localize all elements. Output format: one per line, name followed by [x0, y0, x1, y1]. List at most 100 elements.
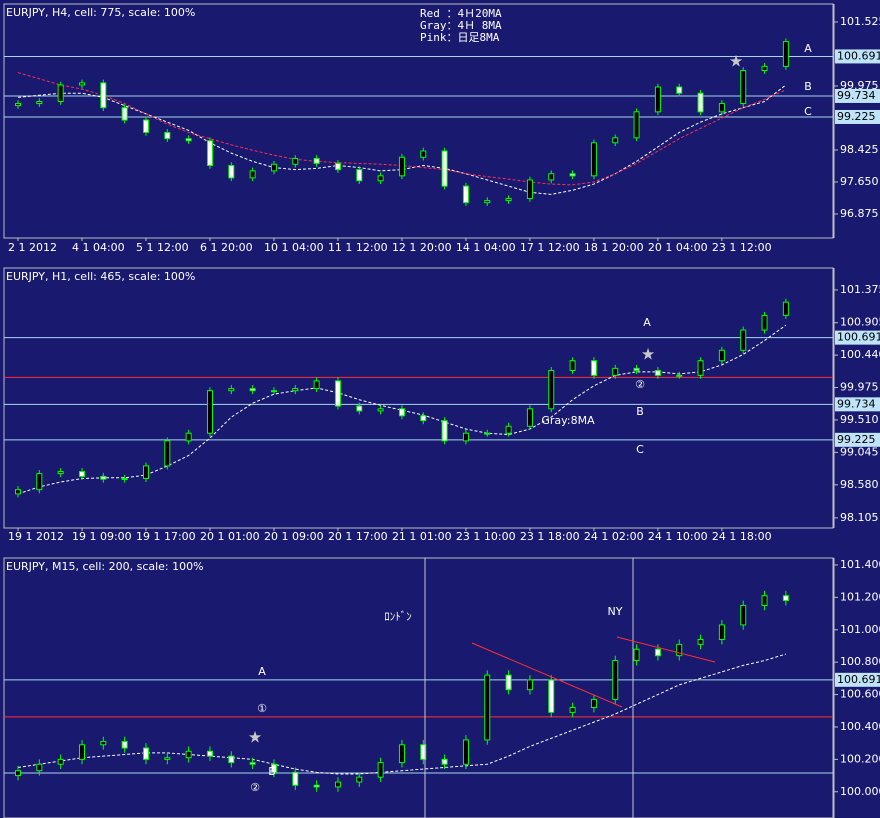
candle-body	[548, 173, 555, 181]
candle-body	[356, 405, 363, 412]
y-tick-label: 96.875	[840, 207, 879, 220]
candle-body	[526, 408, 533, 427]
candle-body	[761, 595, 768, 606]
x-tick-label: 5 1 12:00	[136, 241, 189, 254]
price-tag-label: 99.734	[837, 89, 876, 102]
candle-body	[356, 776, 363, 783]
x-tick-label: 6 1 20:00	[200, 241, 253, 254]
y-tick-label: 99.045	[840, 445, 879, 458]
legend-note: Red ：4Ｈ20MA	[420, 7, 502, 20]
candle-body	[462, 432, 469, 442]
candle-body	[270, 390, 277, 393]
price-tag	[835, 432, 880, 447]
candle-body	[697, 638, 704, 645]
annotation: B	[804, 80, 812, 93]
candle-body	[526, 679, 533, 691]
candle-body	[441, 420, 448, 442]
price-tag-label: 100.691	[837, 49, 880, 62]
annotation: B	[636, 405, 644, 418]
candle-body	[697, 92, 704, 113]
candle-body	[377, 408, 384, 412]
candle-body	[15, 103, 21, 107]
candle-body	[740, 70, 747, 105]
trend-line	[471, 642, 623, 708]
y-tick-label: 100.400	[840, 720, 880, 733]
x-tick-label: 4 1 04:00	[72, 241, 125, 254]
candle-body	[612, 660, 619, 700]
x-tick-label: 23 1 18:00	[520, 530, 580, 543]
decorations: ★ ★ ★	[248, 52, 743, 818]
candle-body	[377, 175, 384, 182]
candle-body	[121, 741, 128, 749]
candle-body	[612, 137, 619, 144]
panel-title: EURJPY, H4, cell: 775, scale: 100%	[6, 6, 195, 19]
candle-body	[377, 762, 384, 778]
candle-body	[206, 390, 213, 434]
candle-body	[654, 369, 661, 376]
candle-body	[548, 369, 555, 410]
star-icon: ★	[248, 728, 262, 747]
candle-body	[313, 784, 320, 788]
candle-body	[420, 415, 427, 422]
candle-body	[420, 150, 427, 158]
candle-body	[462, 739, 469, 765]
candle-body	[78, 744, 85, 760]
candle-body	[313, 380, 320, 390]
candle-body	[121, 107, 128, 121]
y-tick-label: 101.525	[840, 15, 880, 28]
x-tick-label: 19 1 09:00	[72, 530, 132, 543]
annotation: A	[643, 316, 651, 329]
plot	[4, 590, 833, 792]
candle-body	[142, 119, 149, 133]
candle-body	[633, 111, 640, 139]
candle-body	[36, 473, 43, 491]
candle-body	[782, 41, 789, 67]
price-tag	[835, 109, 880, 124]
candle-body	[398, 408, 405, 417]
annotation: ﾛﾝﾄﾞﾝ	[384, 610, 412, 623]
candle-body	[761, 65, 768, 72]
annotation: C	[636, 443, 644, 456]
star-icon: ★	[729, 52, 743, 71]
candle-body	[270, 163, 277, 172]
candle-body	[334, 781, 341, 788]
candle-body	[654, 86, 661, 113]
panel-frame	[3, 557, 834, 818]
x-tick-label: 23 1 12:00	[712, 241, 772, 254]
candle-body	[462, 185, 469, 204]
candle-body	[633, 648, 640, 662]
price-tag-label: 99.225	[837, 433, 876, 446]
candle-body	[718, 349, 725, 362]
candle-body	[185, 432, 192, 442]
candle-body	[185, 750, 192, 759]
price-tag-label: 99.734	[837, 397, 876, 410]
y-tick-label: 98.425	[840, 143, 879, 156]
price-tag	[835, 330, 880, 345]
candle-body	[740, 329, 747, 351]
candle-body	[334, 380, 341, 407]
y-tick-label: 101.200	[840, 590, 880, 603]
candle-body	[206, 750, 213, 757]
candle-body	[57, 84, 64, 102]
candle-body	[228, 388, 235, 392]
annotation: B	[268, 765, 276, 778]
candle-body	[590, 698, 597, 709]
x-tick-label: 24 1 02:00	[584, 530, 644, 543]
annotation: ②	[635, 378, 645, 391]
candle-body	[761, 314, 768, 331]
annotation: ②	[250, 781, 260, 794]
candle-body	[484, 432, 491, 435]
moving-average	[17, 84, 787, 195]
x-tick-label: 10 1 04:00	[264, 241, 324, 254]
x-tick-label: 20 1 04:00	[648, 241, 708, 254]
candle-body	[441, 150, 448, 187]
x-tick-label: 20 1 01:00	[200, 530, 260, 543]
y-tick-label: 100.440	[840, 348, 880, 361]
candle-body	[633, 367, 640, 371]
candle-body	[718, 103, 725, 113]
candle-body	[36, 100, 43, 105]
candle-body	[356, 169, 363, 182]
annotation: Gray:8MA	[541, 414, 595, 427]
